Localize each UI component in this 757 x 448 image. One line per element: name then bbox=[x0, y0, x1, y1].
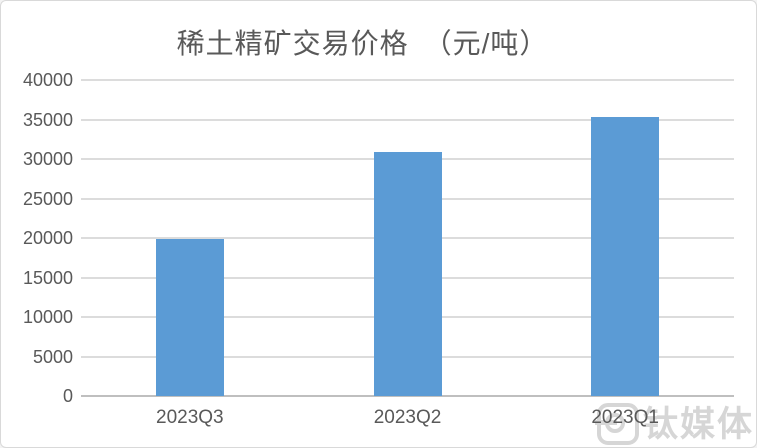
watermark-label: 钛媒体 bbox=[642, 404, 754, 444]
x-tick-label: 2023Q2 bbox=[373, 407, 442, 428]
y-tick-label: 15000 bbox=[22, 267, 73, 288]
x-axis-labels: 2023Q3 2023Q2 2023Q1 bbox=[81, 407, 734, 433]
gridline bbox=[81, 118, 734, 121]
x-tick-label: 2023Q3 bbox=[156, 407, 224, 428]
y-tick-label: 40000 bbox=[22, 70, 73, 90]
y-tick-label: 35000 bbox=[22, 109, 73, 130]
y-tick-label: 0 bbox=[62, 386, 73, 406]
y-tick-label: 30000 bbox=[22, 149, 73, 169]
x-axis-line bbox=[81, 395, 734, 397]
y-tick-label: 20000 bbox=[22, 228, 73, 248]
bar-2023Q2 bbox=[373, 151, 442, 396]
y-tick-label: 25000 bbox=[22, 188, 73, 209]
tmtpost-logo-icon bbox=[594, 403, 639, 445]
y-tick-label: 5000 bbox=[32, 346, 73, 367]
chart-title: 稀土精矿交易价格 （元/吨） bbox=[176, 28, 549, 59]
y-axis-labels: 0 5000 10000 15000 20000 25000 30000 35000 40000 bbox=[1, 71, 73, 405]
plot-area bbox=[81, 79, 734, 397]
watermark: 钛媒体 bbox=[594, 403, 754, 445]
y-tick-label: 10000 bbox=[22, 307, 73, 327]
bar-2023Q3 bbox=[155, 238, 224, 396]
gridline bbox=[81, 79, 734, 81]
x-tick-label: 2023Q1 bbox=[591, 407, 659, 428]
bar-2023Q1 bbox=[591, 116, 660, 396]
